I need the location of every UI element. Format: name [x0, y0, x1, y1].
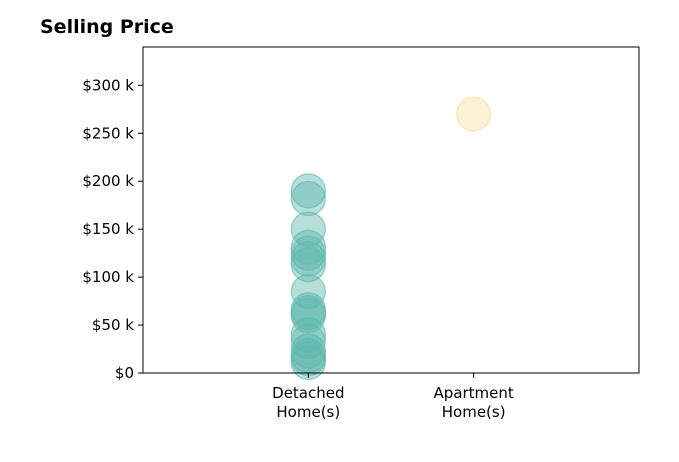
y-tick-label: $0	[115, 364, 134, 382]
data-point	[290, 344, 327, 381]
y-tick-label: $250 k	[82, 124, 134, 142]
y-axis: $0 $50 k $100 k $150 k $200 k $250 k $300 k	[82, 76, 143, 382]
x-tick-label: Apartment Home(s)	[434, 384, 514, 421]
y-tick-label: $100 k	[82, 268, 134, 286]
y-tick-label: $150 k	[82, 220, 134, 238]
y-tick-label: $300 k	[82, 76, 134, 94]
points-layer	[290, 96, 492, 381]
chart-title: Selling Price	[40, 16, 174, 38]
y-tick-label: $50 k	[92, 316, 134, 334]
plot-frame	[142, 46, 640, 374]
data-point	[290, 246, 327, 283]
data-point	[290, 297, 327, 334]
x-axis: Detached Home(s) Apartment Home(s)	[272, 373, 514, 421]
data-point	[290, 173, 327, 209]
data-point	[290, 180, 327, 217]
y-tick-label: $200 k	[82, 172, 134, 190]
x-tick-label: Detached Home(s)	[272, 384, 344, 421]
data-point	[455, 96, 492, 132]
